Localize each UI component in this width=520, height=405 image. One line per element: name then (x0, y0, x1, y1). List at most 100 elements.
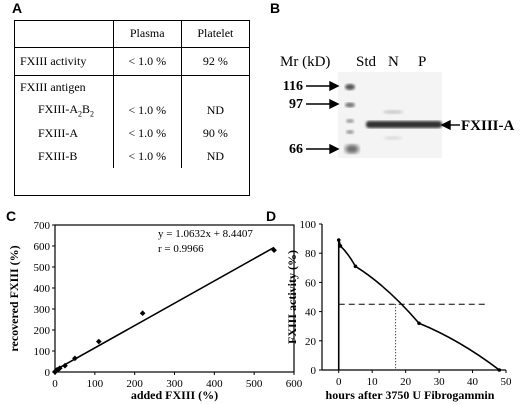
plasma-value: < 1.0 % (112, 144, 182, 168)
panel-letter-c: C (6, 208, 17, 224)
x-axis-label: added FXIII (%) (131, 388, 218, 402)
y-tick-label: 80 (305, 248, 317, 260)
fxiii-a-band (366, 121, 442, 128)
table-row: FXIII-B < 1.0 % ND (14, 144, 249, 168)
panel-letter-a: A (12, 0, 23, 16)
data-point (95, 338, 102, 345)
y-tick-label: 0 (45, 367, 51, 379)
y-tick-label: 20 (305, 336, 317, 348)
y-tick-label: 100 (34, 346, 51, 358)
marker-116: 116 (283, 79, 303, 94)
y-tick-label: 0 (311, 365, 317, 377)
fxiii-table: Plasma Platelet FXIII activity < 1.0 % 9… (14, 20, 249, 168)
data-point (336, 238, 341, 242)
x-axis-label: hours after 3750 U Fibrogammin (326, 388, 495, 402)
row-label: FXIII-B (38, 148, 78, 163)
y-tick-label: 40 (305, 307, 317, 319)
equation-annotation: y = 1.0632x + 8.4407 (158, 228, 253, 240)
y-tick-label: 400 (34, 283, 51, 295)
platelet-value: ND (180, 144, 249, 168)
x-tick-label: 10 (367, 376, 379, 388)
x-tick-label: 300 (166, 378, 183, 390)
platelet-value: ND (180, 98, 249, 122)
faint-band (383, 110, 403, 114)
header-plasma: Plasma (112, 20, 182, 48)
data-point (54, 367, 60, 373)
row-label: FXIII activity (14, 47, 114, 76)
faint-band (384, 136, 402, 140)
data-point (52, 369, 58, 375)
x-tick-label: 30 (434, 376, 446, 388)
platelet-value (180, 75, 249, 99)
panel-letter-d: D (266, 208, 277, 224)
x-tick-label: 50 (501, 376, 513, 388)
table-row: FXIII-A < 1.0 % 90 % (14, 121, 249, 145)
fxiii-a-label: FXIII-A (461, 118, 515, 134)
lane-label-std: Std (356, 54, 377, 70)
lane-label-n: N (388, 54, 399, 70)
y-axis-label: recovered FXIII (%) (7, 245, 21, 351)
plasma-value: < 1.0 % (112, 47, 182, 76)
data-point (52, 368, 59, 375)
marker-97: 97 (289, 97, 303, 112)
plasma-value: < 1.0 % (112, 98, 182, 122)
x-tick-label: 200 (126, 378, 143, 390)
data-point (52, 368, 59, 374)
x-tick-label: 20 (400, 376, 412, 388)
data-point (62, 362, 68, 369)
y-tick-label: 600 (34, 241, 51, 253)
row-label: FXIII antigen (20, 79, 86, 94)
platelet-value: 92 % (180, 47, 249, 76)
header-platelet: Platelet (180, 20, 249, 48)
y-tick-label: 60 (305, 277, 317, 289)
x-tick-label: 500 (246, 378, 263, 390)
marker-66: 66 (289, 142, 303, 157)
y-tick-label: 700 (34, 220, 51, 232)
std-band-116 (345, 84, 355, 90)
data-point (56, 365, 63, 372)
plasma-value (112, 75, 182, 99)
data-point (72, 355, 78, 362)
plasma-value: < 1.0 % (112, 121, 182, 145)
std-band-97 (345, 102, 355, 108)
x-tick-label: 40 (467, 376, 479, 388)
x-tick-label: 100 (87, 378, 104, 390)
y-tick-label: 100 (300, 219, 317, 231)
data-point (53, 367, 60, 374)
std-band-66 (345, 144, 359, 154)
row-label: FXIII-A (38, 125, 78, 140)
data-point (139, 310, 146, 317)
x-tick-label: 600 (286, 378, 303, 390)
std-band (346, 130, 354, 134)
data-point (417, 321, 421, 326)
trendline (54, 246, 275, 371)
decay-curve (337, 239, 500, 371)
header-cell-empty (14, 20, 114, 48)
x-tick-label: 0 (52, 378, 58, 390)
lane-label-p: P (418, 54, 426, 70)
gel-background (338, 72, 442, 158)
data-point (353, 264, 358, 269)
y-axis-label: FXIII activity (%) (285, 250, 299, 344)
plot-area-frame (54, 224, 295, 373)
x-tick-label: 0 (336, 376, 342, 388)
data-point (497, 368, 502, 372)
data-point (55, 366, 62, 373)
mr-label: Mr (kD) (280, 54, 330, 70)
row-label: FXIII-A2B2 (38, 101, 95, 119)
y-tick-label: 200 (34, 325, 51, 337)
r-annotation: r = 0.9966 (158, 243, 204, 255)
std-band (346, 119, 354, 123)
y-tick-label: 500 (34, 262, 51, 274)
table-row: FXIII activity < 1.0 % 92 % (14, 47, 249, 76)
data-point (338, 244, 343, 248)
panel-letter-b: B (270, 0, 281, 16)
marker-arrows (306, 80, 460, 155)
y-tick-label: 300 (34, 304, 51, 316)
data-point (271, 247, 277, 254)
table-row: FXIII antigen (14, 75, 249, 99)
platelet-value: 90 % (180, 121, 249, 145)
x-tick-label: 400 (206, 378, 223, 390)
table-header-row: Plasma Platelet (14, 20, 249, 48)
table-row: FXIII-A2B2 < 1.0 % ND (14, 98, 249, 122)
